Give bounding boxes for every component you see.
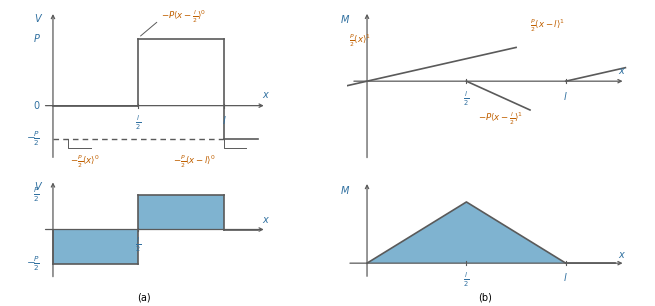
- Text: x: x: [618, 250, 624, 260]
- Text: $-P\langle x-\frac{l}{2}\rangle^0$: $-P\langle x-\frac{l}{2}\rangle^0$: [160, 9, 206, 25]
- Text: $l$: $l$: [221, 114, 226, 126]
- Text: x: x: [262, 215, 268, 225]
- Text: $\frac{l}{2}$: $\frac{l}{2}$: [463, 271, 470, 289]
- Text: P: P: [33, 34, 39, 44]
- Text: $-\frac{P}{2}\langle x\rangle^0$: $-\frac{P}{2}\langle x\rangle^0$: [70, 154, 100, 170]
- Text: V: V: [34, 182, 41, 192]
- Text: $l$: $l$: [563, 271, 568, 282]
- Text: $\frac{l}{2}$: $\frac{l}{2}$: [135, 236, 141, 254]
- Text: $-P\langle x-\frac{l}{2}\rangle^1$: $-P\langle x-\frac{l}{2}\rangle^1$: [478, 111, 523, 127]
- Polygon shape: [367, 202, 566, 263]
- Text: $\frac{l}{2}$: $\frac{l}{2}$: [135, 114, 141, 132]
- Text: x: x: [618, 66, 624, 76]
- Text: $-\!\frac{P}{2}$: $-\!\frac{P}{2}$: [26, 130, 39, 148]
- Text: (a): (a): [138, 293, 151, 303]
- Text: $-\frac{P}{2}\langle x-l\rangle^0$: $-\frac{P}{2}\langle x-l\rangle^0$: [172, 154, 215, 170]
- Text: M: M: [341, 186, 349, 196]
- Text: (b): (b): [477, 293, 492, 303]
- Text: $\frac{P}{2}\langle x-l\rangle^1$: $\frac{P}{2}\langle x-l\rangle^1$: [530, 17, 565, 34]
- Text: $\frac{P}{2}$: $\frac{P}{2}$: [33, 186, 39, 204]
- Text: M: M: [341, 15, 349, 24]
- Text: 0: 0: [33, 101, 39, 111]
- Text: $-\!\frac{P}{2}$: $-\!\frac{P}{2}$: [26, 255, 39, 273]
- Text: x: x: [262, 90, 268, 100]
- Text: $l$: $l$: [563, 90, 568, 102]
- Text: $\frac{P}{2}\langle x\rangle^1$: $\frac{P}{2}\langle x\rangle^1$: [349, 32, 371, 49]
- Text: V: V: [34, 14, 41, 24]
- Text: $\frac{l}{2}$: $\frac{l}{2}$: [463, 90, 470, 108]
